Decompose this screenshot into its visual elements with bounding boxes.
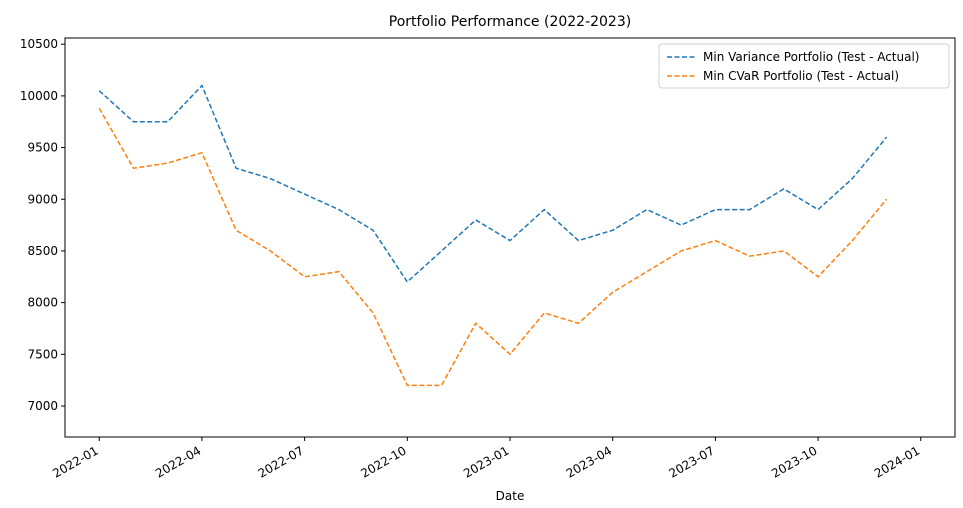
y-tick-label: 10500 (20, 37, 58, 51)
x-tick-label: 2022-07 (256, 443, 306, 480)
y-tick-label: 9000 (27, 192, 58, 206)
legend-box (658, 43, 950, 89)
chart-title: Portfolio Performance (2022-2023) (389, 14, 631, 30)
legend-label: Min CVaR Portfolio (Test - Actual) (703, 69, 899, 83)
y-tick-label: 8500 (27, 244, 58, 258)
x-axis-label: Date (496, 489, 525, 503)
series-line (98, 107, 888, 387)
x-tick-label: 2023-01 (461, 443, 511, 480)
y-tick-label: 9500 (27, 141, 58, 155)
y-tick-label: 7500 (27, 347, 58, 361)
y-tick-label: 7000 (27, 399, 58, 413)
legend: Min Variance Portfolio (Test - Actual) Mi… (658, 43, 950, 89)
x-tick-label: 2023-07 (666, 443, 716, 480)
legend-label: Min Variance Portfolio (Test - Actual) (703, 50, 920, 64)
x-tick-label: 2023-04 (564, 443, 614, 480)
x-tick-label: 2022-10 (358, 443, 408, 480)
y-tick-label: 8000 (27, 296, 58, 310)
x-tick-label: 2023-10 (769, 443, 819, 480)
series-line (98, 84, 888, 284)
y-tick-label: 10000 (20, 89, 58, 103)
x-tick-label: 2022-04 (153, 443, 203, 480)
x-tick-label: 2024-01 (872, 443, 922, 480)
plot-frame (64, 37, 956, 438)
x-tick-label: 2022-01 (50, 443, 100, 480)
